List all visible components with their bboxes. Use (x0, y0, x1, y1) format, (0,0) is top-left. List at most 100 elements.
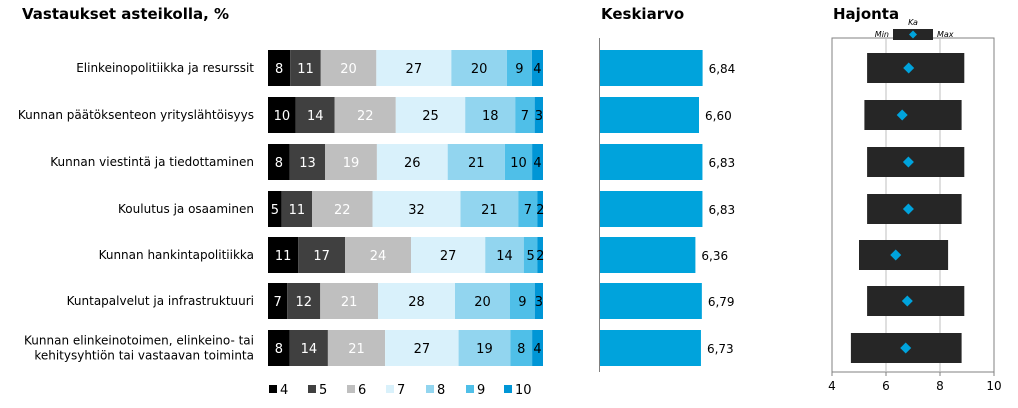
stacked-bar-segment (537, 237, 543, 273)
segment-value-label: 19 (476, 342, 493, 357)
stacked-bar-segment (320, 283, 378, 319)
legend-swatch (269, 385, 277, 393)
stacked-bar-segment (295, 97, 335, 133)
stacked-bar-segment (378, 283, 455, 319)
segment-value-label: 21 (481, 203, 498, 218)
legend-swatch (308, 385, 316, 393)
segment-value-label: 7 (521, 109, 529, 124)
mean-value-label: 6,84 (709, 62, 736, 76)
segment-value-label: 8 (275, 156, 283, 171)
legend-item: 6 (347, 383, 366, 398)
segment-value-label: 2 (536, 249, 544, 264)
segment-value-label: 27 (406, 62, 423, 77)
segment-value-label: 19 (343, 156, 360, 171)
segment-value-label: 4 (533, 62, 541, 77)
stacked-bar-segment (465, 97, 516, 133)
category-label-line: Kunnan hankintapolitiikka (99, 248, 254, 262)
segment-value-label: 26 (404, 156, 421, 171)
category-label: Kunnan päätöksenteon yrityslähtöisyys (18, 108, 254, 122)
mean-bars: 6,84 6,60 6,83 6,83 6,36 6,79 6,73 (599, 38, 736, 372)
segment-value-label: 13 (299, 156, 316, 171)
stacked-bar-segment (376, 144, 448, 180)
mean-value-label: 6,36 (701, 249, 728, 263)
stacked-bar-segment (345, 237, 411, 273)
mean-value-label: 6,83 (708, 203, 735, 217)
legend-item: 10 (504, 383, 532, 398)
legend-item: 4 (269, 383, 288, 398)
legend-item: 7 (386, 383, 405, 398)
mean-value-label: 6,73 (707, 342, 734, 356)
stacked-bar-segment (455, 283, 510, 319)
stacked-bar-segment (451, 50, 507, 86)
stacked-bar-segment (534, 97, 543, 133)
mean-bar (600, 237, 696, 273)
stacked-bars: 8 11 20 27 20 9 410 14 22 25 18 7 38 13 19 26 21 10 45 11 22… (268, 50, 544, 366)
stacked-bar-segment (534, 283, 543, 319)
range-bar (864, 100, 962, 130)
range-tick-label: 8 (936, 379, 944, 393)
stacked-bar-segment (320, 50, 377, 86)
segment-value-label: 24 (370, 249, 387, 264)
stacked-bar-segment (376, 50, 452, 86)
stacked-bar-segment (532, 330, 543, 366)
category-label: Kunnan viestintä ja tiedottaminen (50, 155, 254, 169)
range-tick-label: 4 (828, 379, 836, 393)
category-label: Kunnan hankintapolitiikka (99, 248, 254, 262)
stacked-bar-segment (532, 144, 543, 180)
segment-value-label: 11 (275, 249, 292, 264)
segment-value-label: 27 (414, 342, 431, 357)
segment-value-label: 4 (533, 342, 541, 357)
segment-value-label: 8 (275, 62, 283, 77)
segment-value-label: 9 (518, 295, 526, 310)
segment-value-label: 2 (536, 203, 544, 218)
segment-value-label: 11 (297, 62, 314, 77)
segment-value-label: 18 (482, 109, 499, 124)
range-bar (859, 240, 949, 270)
segment-value-label: 14 (301, 342, 318, 357)
stacked-bar-segment (268, 191, 282, 227)
mean-bar (600, 144, 703, 180)
segment-value-label: 12 (295, 295, 312, 310)
range-plot: 4 6 8 10 Min Ka Max (828, 18, 1001, 393)
segment-value-label: 14 (496, 249, 513, 264)
segment-value-label: 10 (274, 109, 291, 124)
stacked-bar-segment (268, 283, 288, 319)
segment-value-label: 21 (468, 156, 485, 171)
mean-bar (600, 330, 701, 366)
stacked-bar-segment (518, 191, 538, 227)
category-label-line: Kunnan päätöksenteon yrityslähtöisyys (18, 108, 254, 122)
stacked-bar-segment (510, 330, 533, 366)
stacked-bar-segment (268, 97, 296, 133)
stacked-bar-segment (460, 191, 519, 227)
stacked-bar-segment (268, 50, 291, 86)
stacked-bar-segment (325, 144, 377, 180)
mean-marker (902, 156, 914, 168)
stacked-bar-segment (290, 50, 321, 86)
range-tick-label: 6 (882, 379, 890, 393)
stacked-bar-segment (287, 283, 321, 319)
mean-value-label: 6,79 (708, 295, 735, 309)
legend-label: 4 (280, 383, 288, 398)
legend-label: 6 (358, 383, 366, 398)
legend-swatch (347, 385, 355, 393)
segment-value-label: 10 (510, 156, 527, 171)
stacked-bar-segment (281, 191, 312, 227)
key-min-label: Min (875, 30, 889, 39)
segment-value-label: 8 (275, 342, 283, 357)
stacked-bar-segment (485, 237, 524, 273)
mean-marker (903, 62, 915, 74)
legend-item: 8 (426, 383, 445, 398)
segment-value-label: 32 (408, 203, 425, 218)
range-tick-label: 10 (986, 379, 1001, 393)
stacked-bar-segment (458, 330, 511, 366)
stacked-bar-segment (531, 50, 543, 86)
range-bar (867, 194, 962, 224)
stacked-bar-segment (289, 144, 326, 180)
legend-label: 10 (515, 383, 532, 398)
legend-label: 7 (397, 383, 405, 398)
segment-value-label: 21 (341, 295, 358, 310)
segment-value-label: 7 (524, 203, 532, 218)
legend-label: 5 (319, 383, 327, 398)
mean-bar (600, 97, 699, 133)
